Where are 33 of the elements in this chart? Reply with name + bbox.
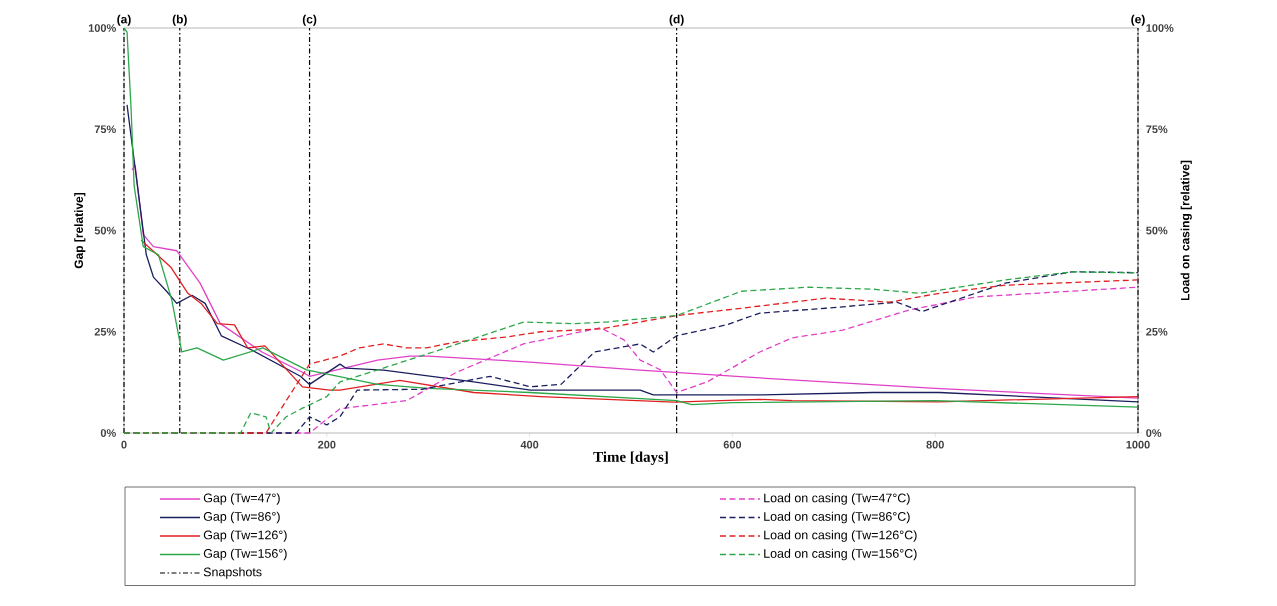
x-tick-label: 400 [520,440,539,449]
legend-label: Load on casing (Tw=86°C) [764,511,910,524]
y2-axis-title: Load on casing [relative] [1180,160,1192,301]
ref-line-label: (c) [302,14,317,26]
y-tick-label: 100% [88,24,116,32]
x-tick-label: 600 [723,440,742,449]
x-tick-label: 1000 [1126,440,1150,449]
x-tick-label: 0 [121,440,127,449]
x-tick-label: 800 [926,440,944,449]
legend-label: Load on casing (Tw=47°C) [764,493,910,505]
y2-tick-label: 50% [1146,226,1168,235]
legend-label: Gap (Tw=156°) [203,548,287,561]
ref-line-label: (b) [172,14,187,26]
y2-tick-label: 0% [1146,429,1162,437]
x-tick-label: 200 [318,440,336,449]
y-axis-title: Gap [relative] [74,192,86,269]
y-tick-label: 0% [100,429,116,437]
ref-line-label: (a) [117,14,131,26]
legend-label: Gap (Tw=126°) [203,530,287,542]
legend-label: Gap (Tw=47°) [203,493,280,505]
ref-line-label: (e) [1131,14,1145,26]
y2-tick-label: 25% [1146,327,1168,336]
legend-label: Gap (Tw=86°) [203,511,280,524]
y2-tick-label: 100% [1146,24,1174,32]
x-axis-title: Time [days] [593,451,668,465]
legend-label: Load on casing (Tw=156°C) [764,548,917,561]
y-tick-label: 75% [94,125,116,134]
ref-line-label: (d) [669,14,684,26]
legend-label: Load on casing (Tw=126°C) [764,530,917,542]
y-tick-label: 25% [94,327,116,336]
text: Snapshots [203,567,262,579]
y-tick-label: 50% [94,226,116,235]
y2-tick-label: 75% [1146,125,1168,134]
